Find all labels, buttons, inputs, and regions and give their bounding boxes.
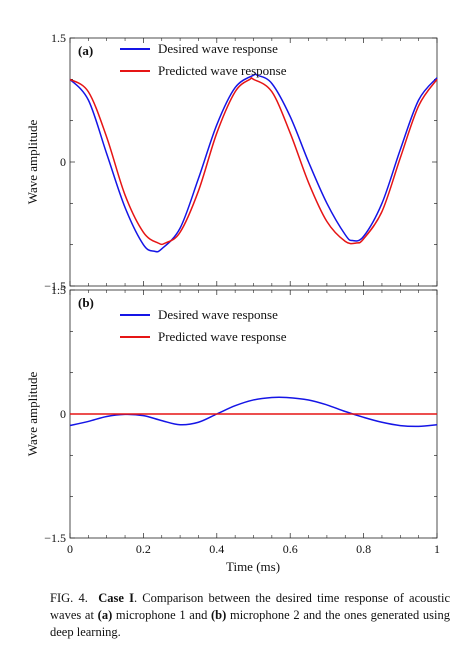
x-axis-label-b: Time (ms) — [226, 559, 280, 574]
x-tick-label-b-3: 0.6 — [283, 542, 298, 556]
legend-label-desired-b: Desired wave response — [158, 307, 278, 322]
axis-ticks-a — [69, 37, 438, 287]
y-tick-label-a-2: 1.5 — [51, 31, 66, 45]
y-tick-label-a-1: 0 — [60, 155, 66, 169]
y-tick-labels-b: −1.5 0 1.5 — [44, 283, 66, 545]
caption-text-2: microphone 1 and — [112, 608, 212, 622]
y-tick-label-b-2: 1.5 — [51, 283, 66, 297]
panel-b: −1.501.5 0 0.2 0.4 0.6 0.8 1 Wave amplitude T… — [25, 283, 440, 574]
figure-caption: FIG. 4. Case I. Comparison between the d… — [50, 590, 450, 641]
series-line-a-predicted — [69, 77, 438, 246]
y-axis-label-b: Wave amplitude — [25, 372, 40, 457]
panel-label-b: (b) — [78, 295, 94, 310]
x-tick-label-b-4: 0.8 — [356, 542, 371, 556]
series-line-a-desired — [69, 73, 438, 253]
panel-a: −1.5 0 1.5 Wave amplitude (a) Desired wave… — [25, 31, 438, 293]
caption-fig-number: FIG. 4. — [50, 591, 88, 605]
x-tick-labels-b: 0 0.2 0.4 0.6 0.8 1 — [67, 542, 440, 556]
y-tick-label-a-0: −1.5 — [44, 279, 66, 293]
legend-label-desired-a: Desired wave response — [158, 41, 278, 56]
legend-label-predicted-b: Predicted wave response — [158, 329, 287, 344]
y-tick-label-b-0: −1.5 — [44, 531, 66, 545]
caption-text-3: microphone 2 and the ones generated usin… — [50, 608, 450, 639]
x-tick-label-b-1: 0.2 — [136, 542, 151, 556]
x-tick-label-b-5: 1 — [434, 542, 440, 556]
axis-ticks-b — [69, 289, 438, 539]
caption-text-1: . Comparison between the desired time re… — [50, 591, 450, 622]
y-tick-labels-a: −1.5 0 1.5 — [44, 31, 66, 293]
legend-label-predicted-a: Predicted wave response — [158, 63, 287, 78]
x-tick-label-b-0: 0 — [67, 542, 73, 556]
y-tick-label-b-1: 0 — [60, 407, 66, 421]
caption-case: Case I — [98, 591, 134, 605]
figure: −1.501.5 Wave amplitude (a) Desired wave… — [25, 31, 440, 574]
series-line-b-desired — [69, 396, 438, 428]
series-a — [69, 73, 438, 253]
caption-ref-a: (a) — [97, 608, 113, 622]
y-axis-label-a: Wave amplitude — [25, 120, 40, 205]
caption-ref-b: (b) — [211, 608, 227, 622]
legend-a: Desired wave response Predicted wave res… — [120, 41, 287, 78]
panel-label-a: (a) — [78, 43, 93, 58]
series-b — [69, 396, 438, 428]
x-tick-label-b-2: 0.4 — [209, 542, 224, 556]
legend-b: Desired wave response Predicted wave res… — [120, 307, 287, 344]
